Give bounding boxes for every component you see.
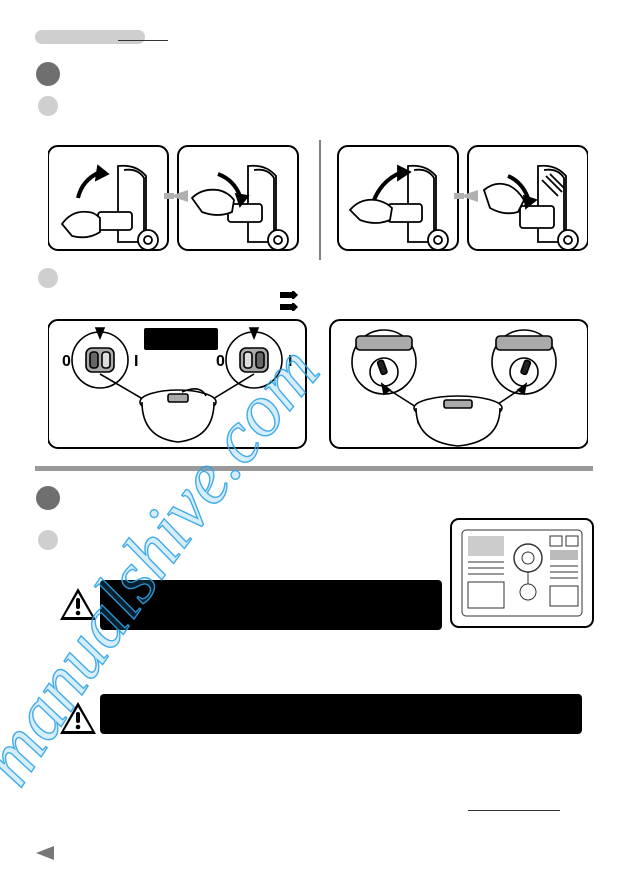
manual-page: 0 I 0 I <box>0 0 629 893</box>
svg-text:I: I <box>288 353 292 370</box>
warning-icon <box>58 586 98 622</box>
flow-arrow-2 <box>280 298 298 306</box>
svg-text:I: I <box>134 353 138 370</box>
flow-arrow-1 <box>280 286 298 294</box>
sub-bullet-3 <box>38 530 58 550</box>
page-corner-icon <box>36 846 54 865</box>
sub-bullet-2 <box>38 268 58 288</box>
footer-underline <box>468 810 560 811</box>
warning-icon <box>58 700 98 736</box>
svg-text:0: 0 <box>216 353 225 370</box>
header-underline <box>118 40 168 41</box>
figure-row-switches: 0 I 0 I <box>48 316 588 454</box>
warning-text-box-1 <box>100 580 442 630</box>
section-divider <box>35 466 593 471</box>
svg-text:0: 0 <box>62 353 71 370</box>
warning-text-box-2 <box>100 694 582 734</box>
header-section-pill <box>35 30 145 44</box>
figure-row-latches <box>48 140 588 260</box>
step-bullet-2 <box>36 486 60 510</box>
step-bullet-1 <box>36 62 60 86</box>
manual-thumbnail <box>450 518 594 628</box>
sub-bullet-1 <box>38 96 58 116</box>
